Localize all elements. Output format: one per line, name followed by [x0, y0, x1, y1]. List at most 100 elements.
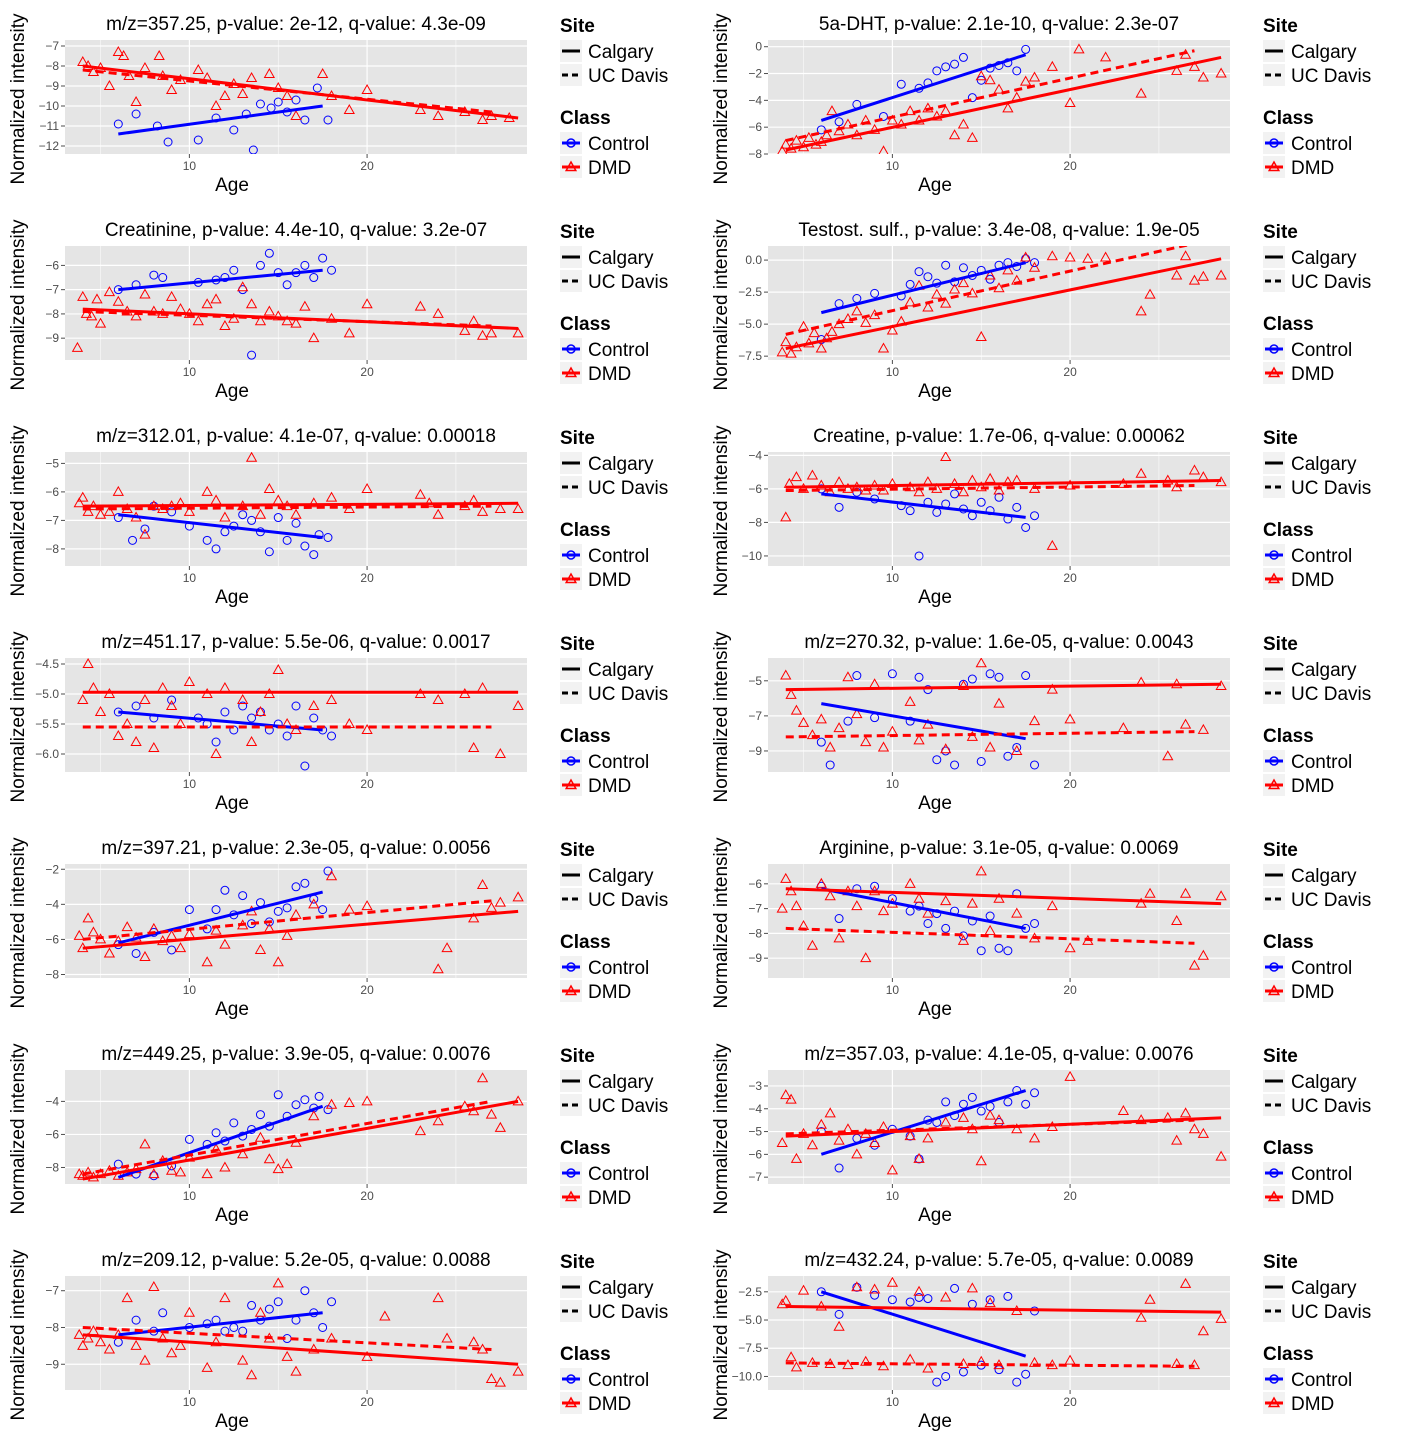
- x-tick-label: 20: [1063, 1189, 1077, 1203]
- x-axis-label: Age: [215, 587, 249, 608]
- x-tick-label: 10: [886, 983, 900, 997]
- dmd-point: [913, 486, 925, 497]
- dmd-point: [210, 1336, 222, 1347]
- dmd-point: [290, 508, 302, 519]
- legend-circle-icon: [1269, 550, 1279, 560]
- dmd-point: [1162, 750, 1174, 761]
- control-point: [211, 1128, 221, 1138]
- dmd-point: [957, 934, 970, 945]
- control-point: [932, 1377, 942, 1387]
- dmd-point: [432, 307, 444, 318]
- dmd-point: [494, 1121, 507, 1132]
- control-point: [1012, 502, 1022, 512]
- dmd-point: [931, 110, 943, 121]
- dmd-point: [432, 1292, 444, 1303]
- chart-title: m/z=357.03, p-value: 4.1e-05, q-value: 0…: [804, 1044, 1193, 1065]
- dmd-point: [485, 1372, 498, 1383]
- chart-svg: 5a-DHT, p-value: 2.1e-10, q-value: 2.3e-…: [711, 13, 1371, 196]
- legend-class-label: Control: [588, 134, 649, 155]
- legend-site-label: UC Davis: [588, 272, 668, 293]
- legend-site-label: UC Davis: [588, 890, 668, 911]
- control-point: [1030, 258, 1040, 268]
- dmd-point: [183, 675, 196, 686]
- dmd-point: [219, 511, 231, 522]
- dmd-point: [780, 872, 792, 883]
- dmd-point: [1028, 71, 1041, 82]
- dmd-point: [922, 1362, 934, 1373]
- legend-triangle-icon: [564, 366, 578, 378]
- dmd-point: [157, 1332, 169, 1343]
- dmd-point: [868, 1136, 881, 1147]
- dmd-point: [1215, 1312, 1227, 1323]
- dmd-point: [263, 483, 276, 494]
- y-tick-label: −5: [748, 1125, 762, 1139]
- dmd-point: [1028, 261, 1041, 272]
- legend-circle-icon: [566, 1168, 576, 1178]
- dmd-point: [299, 300, 311, 311]
- dmd-point: [139, 61, 151, 72]
- legend-site-label: Calgary: [1291, 1072, 1357, 1093]
- legend: Site Calgary UC Davis Class Control DMD: [1263, 428, 1371, 591]
- legend-class-label: DMD: [1291, 982, 1334, 1003]
- legend: Site Calgary UC Davis Class Control DMD: [560, 16, 668, 179]
- dmd-point: [219, 938, 231, 949]
- control-point: [327, 731, 337, 741]
- control-point: [264, 248, 274, 258]
- dmd-point: [192, 315, 204, 326]
- control-point: [220, 707, 230, 717]
- fit-lines: [785, 49, 1222, 152]
- dmd-point: [1171, 64, 1183, 75]
- legend-class-label: DMD: [588, 982, 631, 1003]
- dmd-point: [361, 83, 373, 94]
- fit-line-dmd-calgary: [785, 1116, 1222, 1138]
- dmd-point: [308, 1110, 320, 1121]
- dmd-point: [1197, 270, 1210, 281]
- fit-line-dmd-calgary: [82, 1099, 519, 1181]
- dmd-point: [476, 1072, 489, 1083]
- legend-triangle-icon: [564, 160, 578, 172]
- control-point: [896, 79, 906, 89]
- x-tick-label: 10: [886, 159, 900, 173]
- y-tick-label: −9: [748, 951, 762, 965]
- fit-lines: [82, 1311, 519, 1366]
- control-point: [282, 731, 292, 741]
- legend-site-label: Calgary: [588, 454, 654, 475]
- x-tick-label: 20: [360, 983, 374, 997]
- control-point: [1030, 1088, 1040, 1098]
- dmd-point: [219, 1161, 231, 1172]
- legend-class-label: DMD: [1291, 158, 1334, 179]
- dmd-point: [1073, 43, 1085, 54]
- legend-triangle-icon: [564, 572, 578, 584]
- legend-class-label: DMD: [588, 158, 631, 179]
- dmd-point: [824, 890, 836, 901]
- dmd-point: [476, 879, 489, 890]
- control-point: [923, 1294, 933, 1304]
- control-point: [967, 674, 977, 684]
- control-point: [140, 524, 150, 534]
- dmd-point: [785, 1351, 797, 1362]
- chart-panel-10: Arginine, p-value: 3.1e-05, q-value: 0.0…: [703, 824, 1406, 1030]
- legend-class-label: DMD: [588, 1188, 631, 1209]
- dmd-point: [308, 898, 320, 909]
- dmd-point: [1064, 942, 1076, 953]
- dmd-point: [1188, 464, 1201, 475]
- dmd-point: [1188, 60, 1201, 71]
- legend: Site Calgary UC Davis Class Control DMD: [560, 634, 668, 797]
- dmd-point: [842, 118, 854, 129]
- control-point: [202, 535, 212, 545]
- control-point: [247, 1300, 257, 1310]
- fit-line-control-calgary: [118, 710, 323, 732]
- legend-site-title: Site: [560, 16, 595, 37]
- control-point: [967, 1092, 977, 1102]
- dmd-point: [73, 497, 85, 508]
- legend-triangle-icon: [1267, 366, 1281, 378]
- dmd-point: [414, 488, 427, 499]
- gridlines: [768, 864, 1230, 978]
- dmd-point: [808, 327, 820, 338]
- dmd-point: [210, 293, 222, 304]
- control-point: [923, 685, 933, 695]
- y-axis-label: Normalized intensity: [711, 425, 732, 597]
- legend-site-label: Calgary: [1291, 248, 1357, 269]
- dmd-point: [940, 297, 952, 308]
- chart-title: 5a-DHT, p-value: 2.1e-10, q-value: 2.3e-…: [819, 14, 1179, 35]
